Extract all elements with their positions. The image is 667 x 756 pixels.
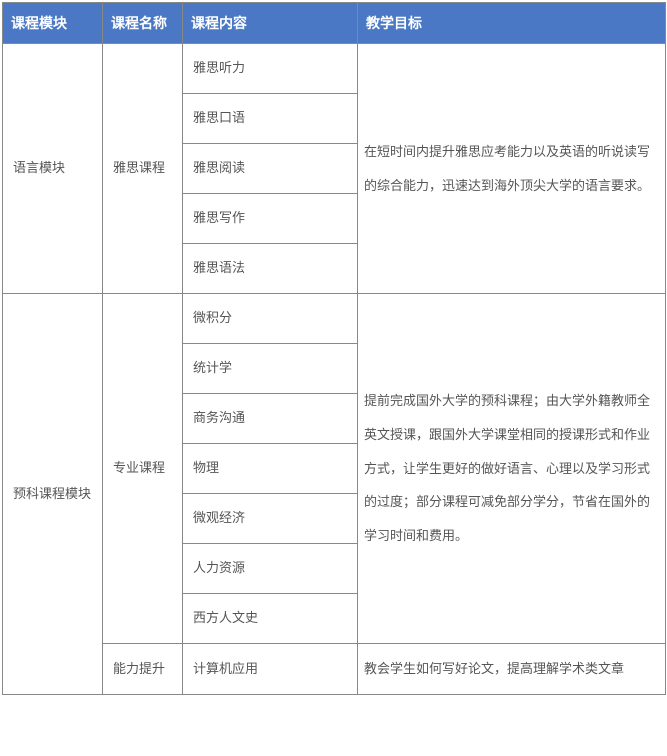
content-cell: 微积分 [183,294,358,344]
content-cell: 雅思口语 [183,94,358,144]
table-row: 语言模块 雅思课程 雅思听力 在短时间内提升雅思应考能力以及英语的听说读写的综合… [3,44,666,94]
header-row: 课程模块 课程名称 课程内容 教学目标 [3,3,666,44]
goal-cell: 提前完成国外大学的预科课程；由大学外籍教师全英文授课，跟国外大学课堂相同的授课形… [358,294,666,644]
header-content: 课程内容 [183,3,358,44]
module-cell: 语言模块 [3,44,103,294]
course-cell: 专业课程 [103,294,183,644]
content-cell: 物理 [183,444,358,494]
course-cell: 能力提升 [103,644,183,695]
module-cell: 预科课程模块 [3,294,103,695]
content-cell: 西方人文史 [183,594,358,644]
header-module: 课程模块 [3,3,103,44]
content-cell: 微观经济 [183,494,358,544]
header-goal: 教学目标 [358,3,666,44]
content-cell: 雅思语法 [183,244,358,294]
table-row: 预科课程模块 专业课程 微积分 提前完成国外大学的预科课程；由大学外籍教师全英文… [3,294,666,344]
course-cell: 雅思课程 [103,44,183,294]
content-cell: 人力资源 [183,544,358,594]
content-cell: 计算机应用 [183,644,358,695]
content-cell: 商务沟通 [183,394,358,444]
content-cell: 统计学 [183,344,358,394]
content-cell: 雅思听力 [183,44,358,94]
goal-cell: 教会学生如何写好论文，提高理解学术类文章 [358,644,666,695]
content-cell: 雅思阅读 [183,144,358,194]
table-row: 能力提升 计算机应用 教会学生如何写好论文，提高理解学术类文章 [3,644,666,695]
header-course: 课程名称 [103,3,183,44]
content-cell: 雅思写作 [183,194,358,244]
course-table: 课程模块 课程名称 课程内容 教学目标 语言模块 雅思课程 雅思听力 在短时间内… [2,2,666,695]
goal-cell: 在短时间内提升雅思应考能力以及英语的听说读写的综合能力，迅速达到海外顶尖大学的语… [358,44,666,294]
